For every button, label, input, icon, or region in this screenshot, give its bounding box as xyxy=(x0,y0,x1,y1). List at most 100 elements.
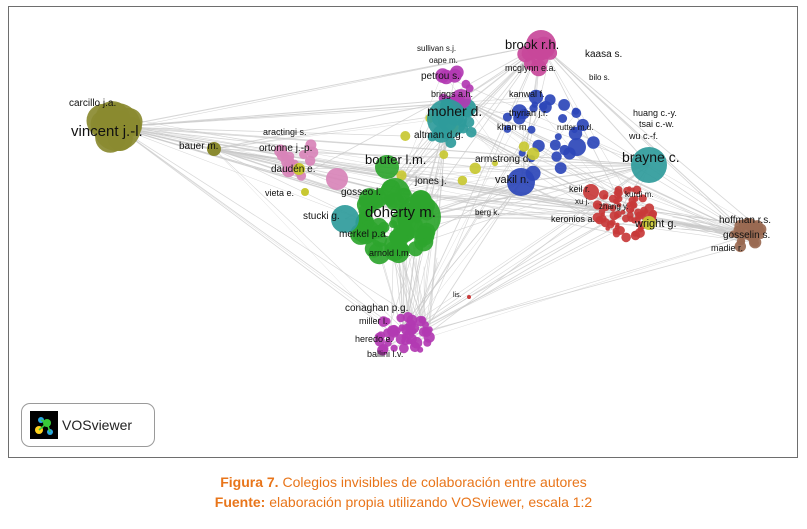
author-node[interactable] xyxy=(406,314,418,326)
node-label[interactable]: merkel p.a. xyxy=(339,229,388,240)
node-label[interactable]: altman d.g. xyxy=(414,130,463,141)
author-node[interactable] xyxy=(529,104,538,113)
author-node[interactable] xyxy=(609,211,619,221)
author-node[interactable] xyxy=(748,236,762,249)
author-node[interactable] xyxy=(390,344,398,352)
node-label[interactable]: hoffman r.s. xyxy=(719,215,771,226)
author-node[interactable] xyxy=(377,344,388,356)
author-node[interactable] xyxy=(427,99,467,139)
author-node[interactable] xyxy=(368,242,391,265)
author-node[interactable] xyxy=(396,170,407,181)
node-label[interactable]: arnold l.m. xyxy=(369,248,411,258)
node-label[interactable]: armstrong d. xyxy=(475,154,531,165)
author-node[interactable] xyxy=(554,133,562,141)
author-node[interactable] xyxy=(528,89,544,105)
author-node[interactable] xyxy=(576,118,589,132)
author-node[interactable] xyxy=(306,146,319,159)
node-label[interactable]: vieta e. xyxy=(265,188,294,198)
node-label[interactable]: petrou s. xyxy=(421,71,460,82)
node-label[interactable]: aractingi s. xyxy=(263,127,307,137)
node-label[interactable]: miller l. xyxy=(359,316,388,326)
author-node[interactable] xyxy=(625,204,635,214)
author-node[interactable] xyxy=(587,136,600,149)
node-label[interactable]: huang c.-y. xyxy=(633,108,677,118)
author-node[interactable] xyxy=(350,223,372,245)
author-node[interactable] xyxy=(375,155,399,179)
node-label[interactable]: kurdi m. xyxy=(625,190,653,199)
node-label[interactable]: jones j. xyxy=(414,176,447,187)
author-node[interactable] xyxy=(608,194,617,203)
author-node[interactable] xyxy=(592,212,603,223)
node-label[interactable]: bouter l.m. xyxy=(365,152,426,167)
author-node[interactable] xyxy=(635,211,644,220)
author-node[interactable] xyxy=(397,195,441,239)
node-label[interactable]: vincent j.-l. xyxy=(71,123,143,140)
author-node[interactable] xyxy=(207,142,221,156)
node-label[interactable]: zhang y. xyxy=(599,202,629,211)
author-node[interactable] xyxy=(299,150,308,159)
author-node[interactable] xyxy=(568,138,586,156)
author-node[interactable] xyxy=(642,216,656,230)
author-node[interactable] xyxy=(638,194,647,203)
node-label[interactable]: conaghan p.g. xyxy=(345,303,408,314)
node-label[interactable]: xu j. xyxy=(575,197,590,206)
author-node[interactable] xyxy=(466,127,477,138)
author-node[interactable] xyxy=(526,147,540,161)
node-label[interactable]: bilo s. xyxy=(589,73,610,82)
author-node[interactable] xyxy=(632,185,642,195)
author-node[interactable] xyxy=(301,188,309,196)
author-node[interactable] xyxy=(503,125,512,133)
author-node[interactable] xyxy=(620,209,626,215)
author-node[interactable] xyxy=(374,336,385,347)
node-label[interactable]: carcillo j.a. xyxy=(69,98,116,109)
author-node[interactable] xyxy=(554,162,567,175)
author-node[interactable] xyxy=(400,131,411,141)
author-node[interactable] xyxy=(281,155,295,169)
author-node[interactable] xyxy=(93,103,141,151)
author-node[interactable] xyxy=(512,104,527,120)
author-node[interactable] xyxy=(439,150,449,160)
author-node[interactable] xyxy=(551,151,562,162)
author-node[interactable] xyxy=(526,30,556,60)
node-label[interactable]: daudén e. xyxy=(271,164,316,175)
author-node[interactable] xyxy=(740,226,755,240)
node-label[interactable]: sullivan s.j. xyxy=(417,44,456,53)
node-label[interactable]: wright g. xyxy=(634,218,677,230)
author-node[interactable] xyxy=(614,186,623,194)
node-label[interactable]: vakil n. xyxy=(495,174,529,186)
node-label[interactable]: brayne c. xyxy=(622,149,680,165)
author-node[interactable] xyxy=(423,331,435,343)
author-node[interactable] xyxy=(457,175,468,186)
author-node[interactable] xyxy=(401,323,413,336)
author-node[interactable] xyxy=(558,114,568,123)
author-node[interactable] xyxy=(539,100,552,114)
network-canvas[interactable]: carcillo j.a. vincent j.-l. bauer m. ara… xyxy=(8,6,798,458)
node-label[interactable]: kaasa s. xyxy=(585,49,622,60)
author-node[interactable] xyxy=(622,214,630,223)
author-node[interactable] xyxy=(600,218,611,228)
author-node[interactable] xyxy=(598,190,609,200)
author-node[interactable] xyxy=(387,325,399,337)
author-node[interactable] xyxy=(378,316,389,327)
author-node[interactable] xyxy=(609,204,617,212)
author-node[interactable] xyxy=(602,203,610,211)
author-node[interactable] xyxy=(571,108,582,118)
author-node[interactable] xyxy=(395,334,406,345)
author-node[interactable] xyxy=(435,68,450,83)
node-label[interactable]: heredo e. xyxy=(355,334,393,344)
author-node[interactable] xyxy=(623,186,631,195)
node-label[interactable]: khan m. xyxy=(497,122,529,132)
author-node[interactable] xyxy=(628,196,637,205)
author-node[interactable] xyxy=(634,227,645,238)
node-label[interactable]: gosseo l. xyxy=(341,187,381,198)
author-node[interactable] xyxy=(445,137,457,149)
author-node[interactable] xyxy=(293,163,305,175)
node-label[interactable]: keil r. xyxy=(569,184,590,194)
node-label[interactable]: mcglynn e.a. xyxy=(505,63,556,73)
node-label[interactable]: madie r. xyxy=(711,243,743,253)
author-node[interactable] xyxy=(331,205,359,233)
node-label[interactable]: moher d. xyxy=(427,103,482,119)
author-node[interactable] xyxy=(502,112,512,122)
author-node[interactable] xyxy=(518,141,530,152)
collaboration-network[interactable]: carcillo j.a. vincent j.-l. bauer m. ara… xyxy=(9,7,797,457)
